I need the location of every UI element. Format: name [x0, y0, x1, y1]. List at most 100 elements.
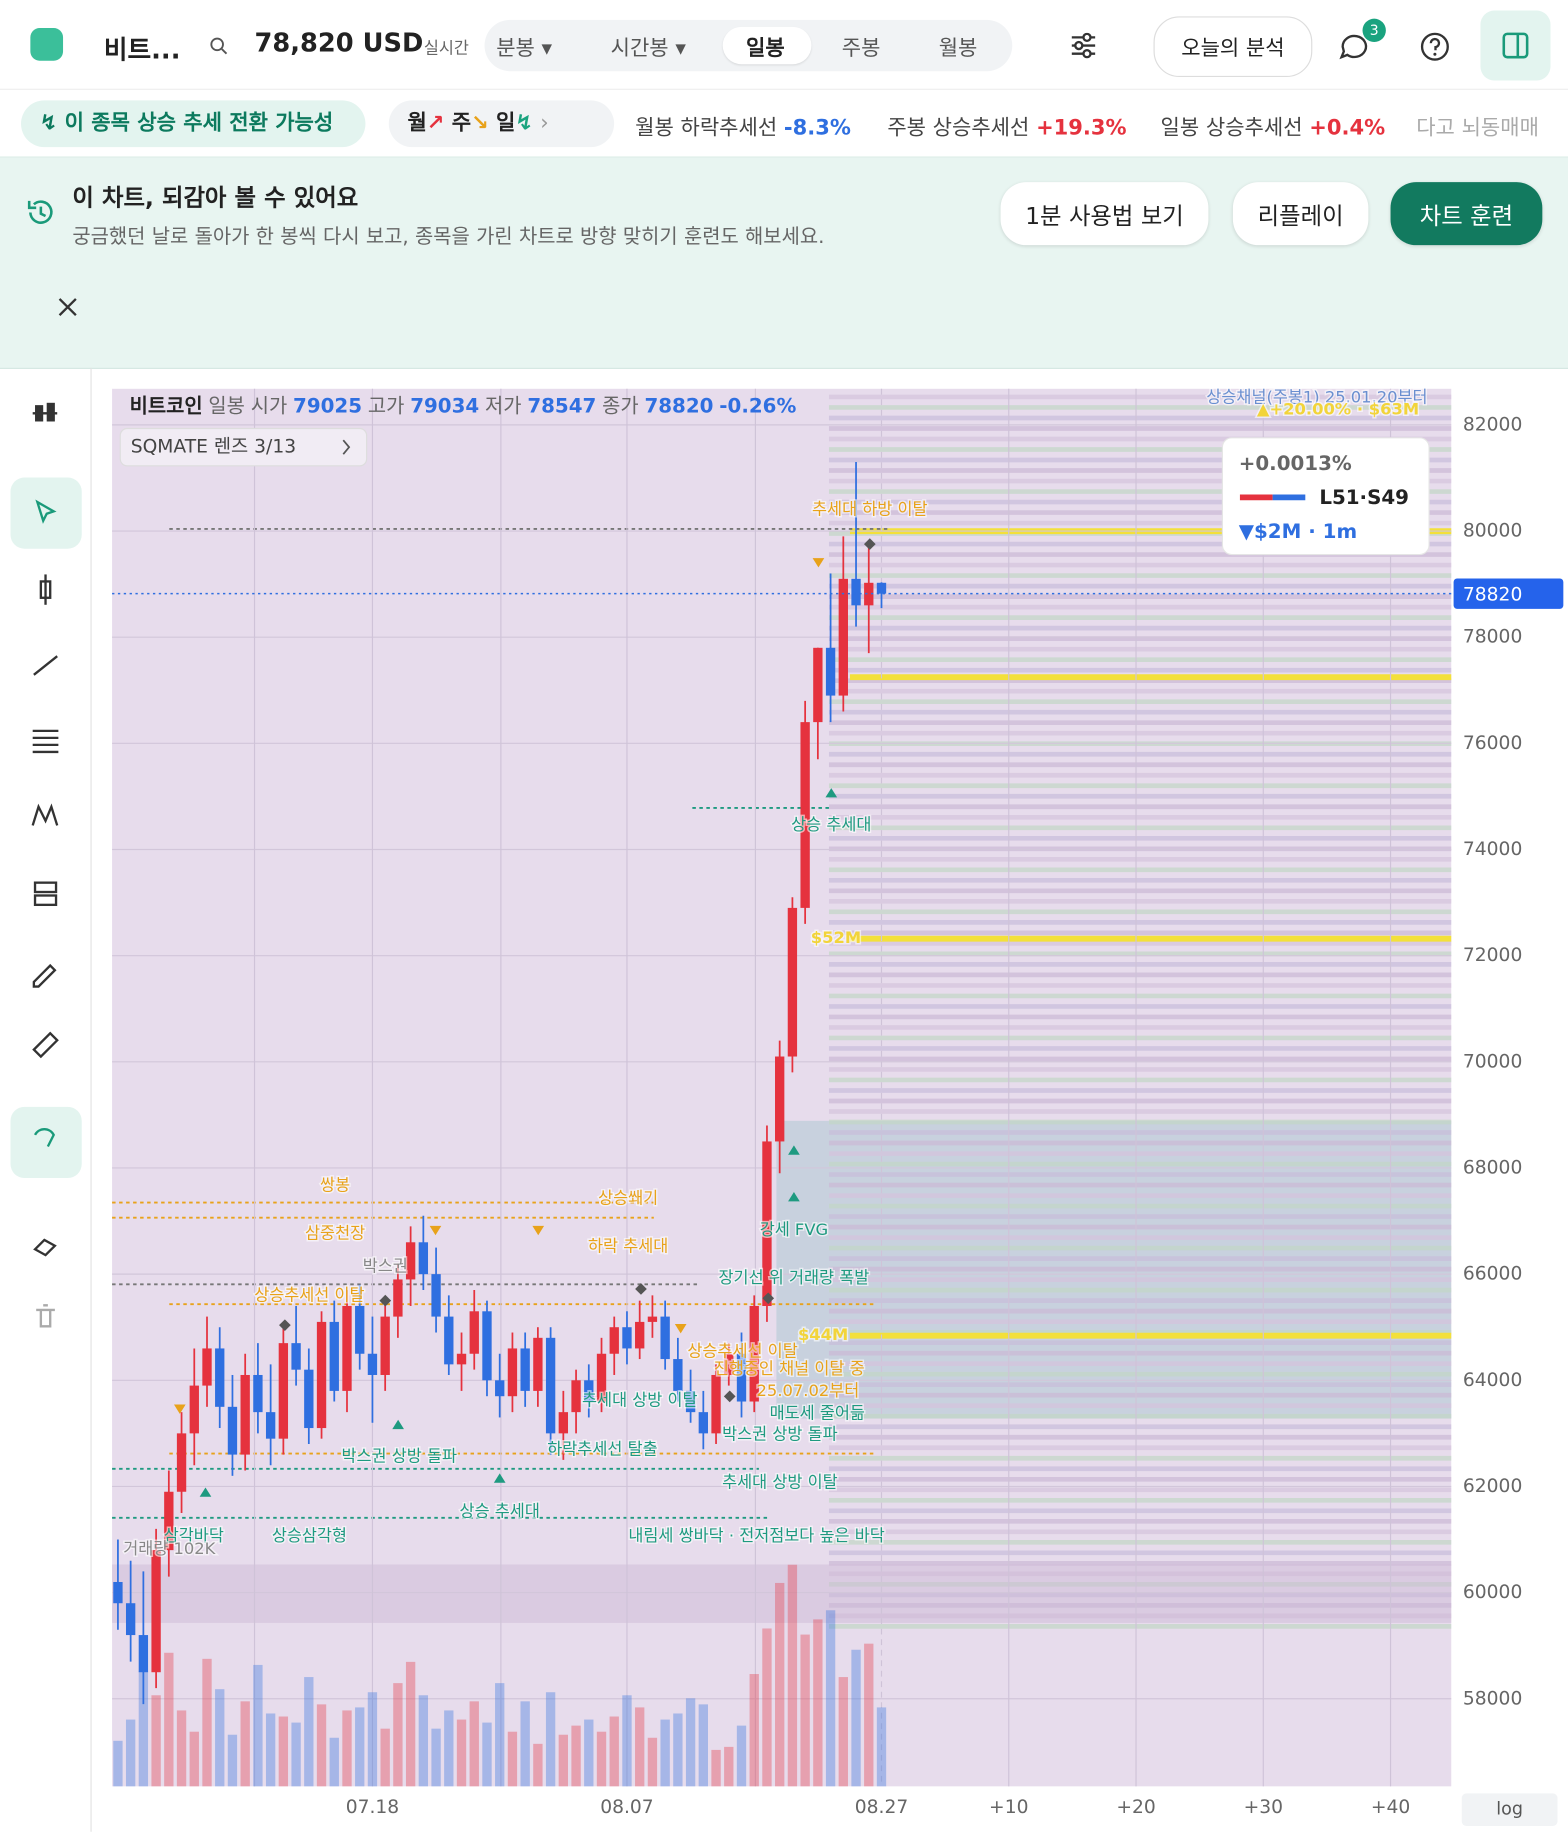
signal-marker	[812, 558, 825, 568]
candle-body	[876, 582, 887, 594]
candle-body	[265, 1412, 276, 1439]
volume-bar	[482, 1722, 492, 1787]
pattern-annotation: 삼중천장	[305, 1224, 365, 1243]
volume-bar	[851, 1649, 861, 1787]
signal-marker	[379, 1294, 392, 1307]
fib-tool[interactable]	[32, 729, 59, 754]
flow-tooltip	[1221, 437, 1430, 556]
pattern-annotation: $44M	[798, 1325, 848, 1344]
x-tick-label: 08.27	[855, 1797, 908, 1818]
volume-bar	[176, 1710, 187, 1787]
volume-bar	[825, 1610, 836, 1787]
pattern-annotation: 상승쐐기	[598, 1189, 658, 1208]
close-icon[interactable]	[57, 297, 78, 318]
symbol[interactable]: 비트...	[103, 36, 181, 66]
pattern-annotation: 강세 FVG	[760, 1220, 828, 1239]
search-icon[interactable]	[209, 36, 228, 55]
signal-more: 다고 뇌동매매	[1416, 115, 1539, 141]
signal-item: 주봉 상승추세선 +19.3%	[887, 111, 1126, 141]
signal-marker	[674, 1323, 687, 1334]
candle-body	[813, 647, 823, 723]
eraser-tool[interactable]	[33, 1238, 57, 1257]
volume-bar	[304, 1677, 314, 1787]
trash-tool[interactable]	[36, 1304, 55, 1328]
signal-marker	[863, 538, 876, 550]
ruler-tool[interactable]	[32, 1031, 59, 1059]
replay-button[interactable]: 리플레이	[1232, 182, 1369, 246]
volume-bar	[876, 1707, 887, 1787]
log-toggle[interactable]	[1461, 1793, 1558, 1827]
candle-body	[571, 1380, 581, 1413]
pattern-annotation: 상승 추세대	[791, 815, 871, 834]
x-tick-label: 07.18	[346, 1797, 399, 1818]
signal-marker	[762, 1292, 775, 1305]
candle-body	[278, 1343, 289, 1439]
x-tick-label: +40	[1371, 1797, 1410, 1818]
period-pill[interactable]: 월↗ 주↘ 일↯ ›	[388, 100, 615, 148]
candle-tool[interactable]	[32, 402, 58, 422]
pattern-annotation: 상승채널(주봉1) 25.01.20부터	[1206, 388, 1427, 407]
pattern-annotation: 상승추세선 이탈	[254, 1285, 364, 1304]
magnet-tool[interactable]	[10, 1106, 82, 1179]
pattern-annotation: 상승추세선 이탈	[687, 1342, 797, 1361]
candle-body	[316, 1321, 327, 1429]
signal-marker	[173, 1404, 186, 1414]
volume-bar	[380, 1728, 390, 1787]
legend-value: 78547	[527, 394, 596, 417]
analysis-button[interactable]: 오늘의 분석	[1153, 16, 1313, 78]
tab[interactable]: 분봉 ▾	[496, 36, 553, 61]
chart-layer: 58000 60000 62000 64000 66000 68000 70000 72000…	[10, 367, 1564, 1832]
period: 일	[496, 110, 516, 136]
toolbar	[10, 402, 82, 1328]
x-tick-label: 08.07	[600, 1797, 653, 1818]
single-candle-tool[interactable]	[39, 574, 52, 605]
help-icon[interactable]	[1420, 32, 1450, 62]
price-tag	[1453, 578, 1564, 609]
y-tick-label: 80000	[1463, 521, 1522, 542]
volume-bar	[456, 1719, 467, 1787]
volume-bar	[189, 1731, 199, 1787]
legend-name: 비트코인	[130, 394, 203, 417]
candle-body	[800, 722, 810, 908]
y-tick-label: 82000	[1463, 414, 1522, 435]
signal-label: 월봉 하락추세선	[635, 115, 778, 141]
pattern-tool[interactable]	[31, 803, 59, 826]
volume-bar	[838, 1677, 848, 1787]
chat-icon[interactable]	[1338, 30, 1371, 63]
pattern-annotation: 하락추세선 탈출	[547, 1440, 657, 1459]
tab[interactable]: 시간봉 ▾	[610, 36, 686, 61]
top-bar: 비트... 78,820 USD 실시간 분봉 ▾ 시간봉 ▾ 일봉 주봉 월봉…	[0, 0, 1568, 90]
signal-marker	[392, 1419, 404, 1430]
training-button[interactable]: 차트 훈련	[1390, 182, 1543, 246]
brush-tool[interactable]	[32, 963, 57, 988]
candle-body	[176, 1433, 187, 1492]
volume-bar	[418, 1695, 429, 1787]
pattern-annotation: 25.07.02부터	[757, 1381, 860, 1400]
zone	[112, 1564, 1452, 1623]
lens-pill[interactable]	[119, 427, 368, 467]
tab[interactable]: 주봉	[841, 36, 881, 61]
signal-marker	[788, 1192, 800, 1202]
trend-pill[interactable]: ↯ 이 종목 상승 추세 전환 가능성	[21, 100, 366, 148]
x-tick-label: +10	[989, 1797, 1028, 1818]
candle-body	[380, 1316, 390, 1375]
tab[interactable]: 월봉	[938, 36, 978, 61]
logo[interactable]	[30, 28, 64, 61]
volume-bar	[355, 1707, 365, 1787]
volume-bar	[227, 1734, 238, 1787]
cursor-tool[interactable]	[35, 499, 57, 524]
tab-selected[interactable]: 일봉	[722, 26, 812, 65]
panel-toggle[interactable]	[1480, 10, 1551, 81]
y-tick-label: 66000	[1463, 1264, 1522, 1285]
pattern-annotation: ▲+20.00% · $63M	[1257, 399, 1419, 418]
text-tool[interactable]	[33, 881, 58, 907]
realtime: 실시간	[423, 39, 469, 59]
volume-bar	[647, 1737, 658, 1787]
line-tool[interactable]	[33, 655, 58, 676]
signal-bar: ↯ 이 종목 상승 추세 전환 가능성 월↗ 주↘ 일↯ › 월봉 하락추세선 …	[0, 90, 1568, 157]
candle-body	[431, 1274, 441, 1317]
guide-button[interactable]: 1분 사용법 보기	[1000, 182, 1209, 246]
candle-body	[673, 1359, 683, 1391]
volume-bar	[724, 1746, 734, 1787]
settings-icon[interactable]	[1069, 32, 1097, 59]
